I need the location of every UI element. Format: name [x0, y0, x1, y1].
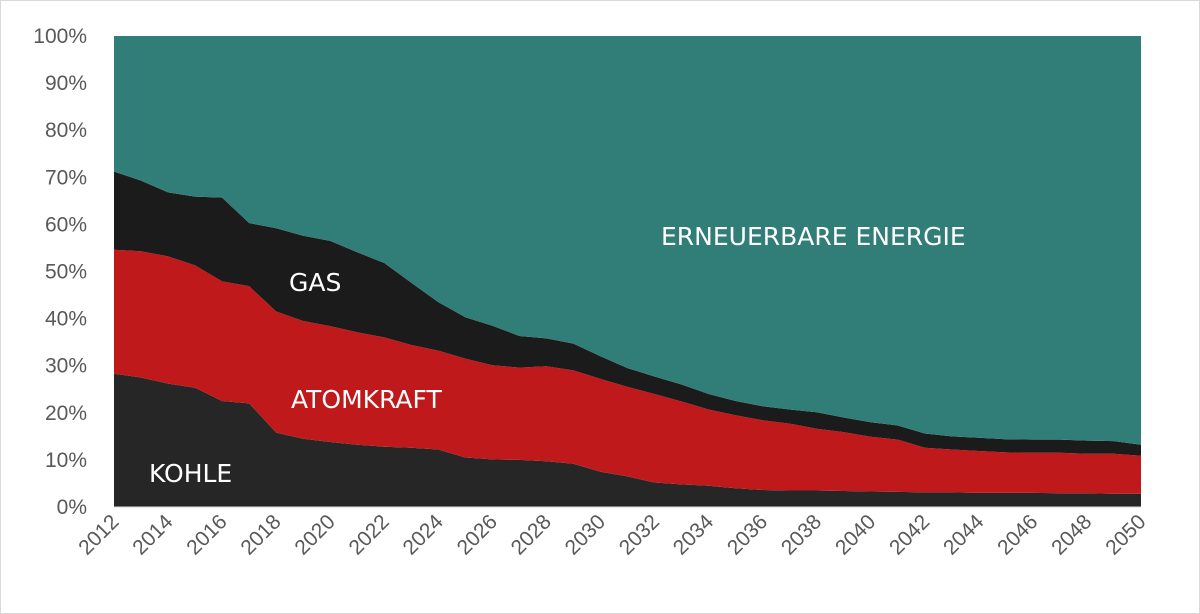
x-tick-label: 2050: [1101, 510, 1150, 559]
area-series-gas: [114, 171, 1141, 456]
x-tick-label: 2014: [128, 510, 178, 560]
y-tick-label: 40%: [45, 308, 87, 331]
area-series-kohle: [114, 373, 1141, 507]
x-tick-label: 2038: [777, 510, 826, 559]
y-tick-label: 20%: [45, 402, 87, 425]
x-tick-label: 2018: [236, 510, 285, 559]
area-series-atomkraft: [114, 249, 1141, 494]
y-tick-label: 30%: [45, 355, 87, 378]
x-tick-label: 2042: [885, 510, 934, 559]
y-tick-label: 90%: [45, 72, 87, 95]
x-tick-label: 2020: [290, 510, 339, 559]
area-label-erneuerbare: ERNEUERBARE ENERGIE: [661, 222, 966, 251]
y-axis-tick-labels: 0% 10% 20% 30% 40% 50% 60% 70% 80% 90% 100%: [33, 25, 87, 519]
x-tick-label: 2036: [723, 510, 772, 559]
area-label-kohle: KOHLE: [149, 459, 232, 488]
x-tick-label: 2028: [507, 510, 556, 559]
areas-layer: [114, 36, 1141, 507]
y-tick-label: 50%: [45, 261, 87, 284]
x-tick-label: 2044: [939, 510, 989, 560]
x-tick-label: 2034: [669, 510, 719, 560]
y-tick-label: 60%: [45, 213, 87, 236]
y-tick-label: 70%: [45, 166, 87, 189]
area-label-atomkraft: ATOMKRAFT: [291, 385, 442, 414]
y-tick-label: 80%: [45, 119, 87, 142]
area-label-gas: GAS: [289, 268, 341, 297]
x-tick-label: 2024: [399, 510, 449, 560]
x-axis-tick-labels: 2012 2014 2016 2018 2020 2022 2024 2026 2028 2030…: [74, 510, 1150, 560]
x-tick-label: 2026: [453, 510, 502, 559]
x-tick-label: 2048: [1047, 510, 1096, 559]
y-tick-label: 10%: [45, 449, 87, 472]
x-tick-label: 2046: [993, 510, 1042, 559]
x-tick-label: 2016: [182, 510, 231, 559]
x-tick-label: 2032: [615, 510, 664, 559]
x-tick-label: 2030: [561, 510, 610, 559]
x-tick-label: 2040: [831, 510, 880, 559]
area-labels: ERNEUERBARE ENERGIE GAS ATOMKRAFT KOHLE: [149, 222, 966, 488]
y-tick-label: 0%: [57, 496, 87, 519]
x-tick-label: 2022: [345, 510, 394, 559]
area-series-erneuerbare-energie: [114, 36, 1141, 445]
y-tick-label: 100%: [33, 25, 87, 48]
